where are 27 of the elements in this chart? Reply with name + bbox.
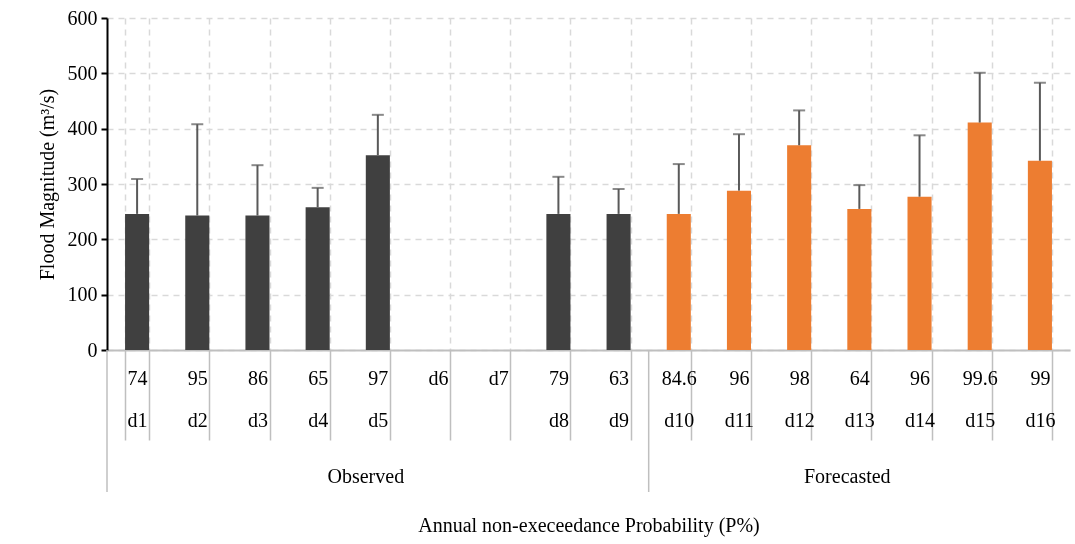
x-tick-label: 86 d3 [247,366,268,431]
x-tick-label: 63 d9 [609,366,630,431]
y-axis-title: Flood Magnitude (m³/s) [35,88,59,281]
x-tick-label: 98 d12 [784,366,815,431]
x-tick-label: 74 d1 [127,366,148,431]
text: Forecasted [803,465,891,487]
y-tick-label: 300 [67,172,98,195]
y-tick-label: 200 [67,227,98,250]
y-tick-label: 600 [67,6,98,29]
x-tick-label: 97 d5 [368,366,389,431]
x-tick-label: 79 d8 [548,366,569,431]
x-tick-label: 64 d13 [844,366,875,431]
y-tick-label: 400 [67,117,98,140]
x-axis-title: Annual non-execeedance Probability (P%) [418,514,760,538]
x-tick-label: 95 d2 [187,366,208,431]
x-tick-label: 84.6 d10 [661,366,697,431]
x-tick-label: d6 [428,366,449,389]
x-tick-label: 99 d16 [1025,366,1056,431]
x-tick-label: 65 d4 [308,366,329,431]
x-tick-label: 96 d11 [724,366,755,431]
text: Observed [327,465,405,487]
x-tick-label: 96 d14 [905,366,936,431]
x-tick-label: d7 [488,366,509,389]
x-tick-label: 99.6 d15 [962,366,998,431]
y-tick-label: 0 [87,338,98,361]
y-tick-label: 500 [67,61,98,84]
y-tick-label: 100 [67,283,98,306]
